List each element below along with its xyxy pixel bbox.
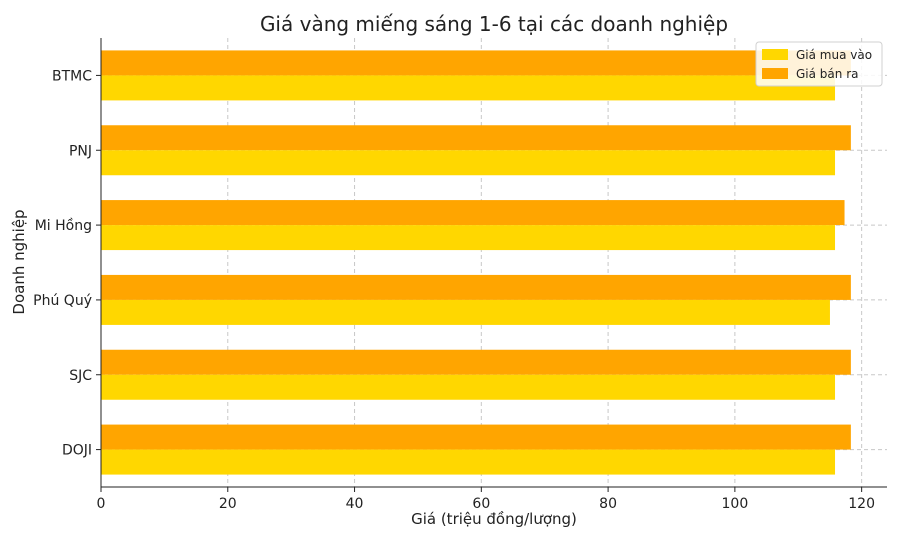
axes xyxy=(100,38,887,488)
bar-sell xyxy=(101,50,851,76)
x-tick-label: 80 xyxy=(599,496,617,512)
x-tick-label: 120 xyxy=(848,496,875,512)
y-tick-label: SJC xyxy=(69,368,92,384)
x-tick-label: 40 xyxy=(346,496,364,512)
bar-sell xyxy=(101,125,851,151)
y-axis-label: Doanh nghiệp xyxy=(10,209,28,314)
y-ticks: DOJI SJC Phú Quý Mi Hồng PNJ BTMC xyxy=(33,68,101,459)
x-ticks: 0 20 40 60 80 100 120 xyxy=(97,487,875,512)
x-tick-label: 20 xyxy=(219,496,237,512)
bar-buy xyxy=(101,225,836,251)
legend-swatch-sell xyxy=(762,68,788,79)
bar-buy xyxy=(101,75,836,101)
bar-buy xyxy=(101,374,836,400)
grid xyxy=(101,38,887,487)
y-tick-label: DOJI xyxy=(62,443,92,459)
bar-buy xyxy=(101,150,836,176)
legend-label-sell: Giá bán ra xyxy=(796,67,858,81)
bar-sell xyxy=(101,424,851,450)
bar-sell xyxy=(101,349,851,375)
bars xyxy=(101,50,851,475)
y-tick-label: Mi Hồng xyxy=(35,217,92,234)
legend: Giá mua vào Giá bán ra xyxy=(755,41,883,87)
bar-sell xyxy=(101,200,845,226)
y-tick-label: Phú Quý xyxy=(33,293,92,309)
x-tick-label: 60 xyxy=(472,496,490,512)
y-tick-label: PNJ xyxy=(69,143,92,159)
x-tick-label: 100 xyxy=(722,496,749,512)
legend-label-buy: Giá mua vào xyxy=(796,48,872,62)
bar-buy xyxy=(101,299,830,325)
bar-buy xyxy=(101,449,836,475)
bar-sell xyxy=(101,274,851,300)
legend-swatch-buy xyxy=(762,49,788,60)
chart-title: Giá vàng miếng sáng 1-6 tại các doanh ng… xyxy=(260,12,728,36)
y-tick-label: BTMC xyxy=(52,68,92,84)
x-axis-label: Giá (triệu đồng/lượng) xyxy=(411,510,577,528)
x-tick-label: 0 xyxy=(97,496,106,512)
